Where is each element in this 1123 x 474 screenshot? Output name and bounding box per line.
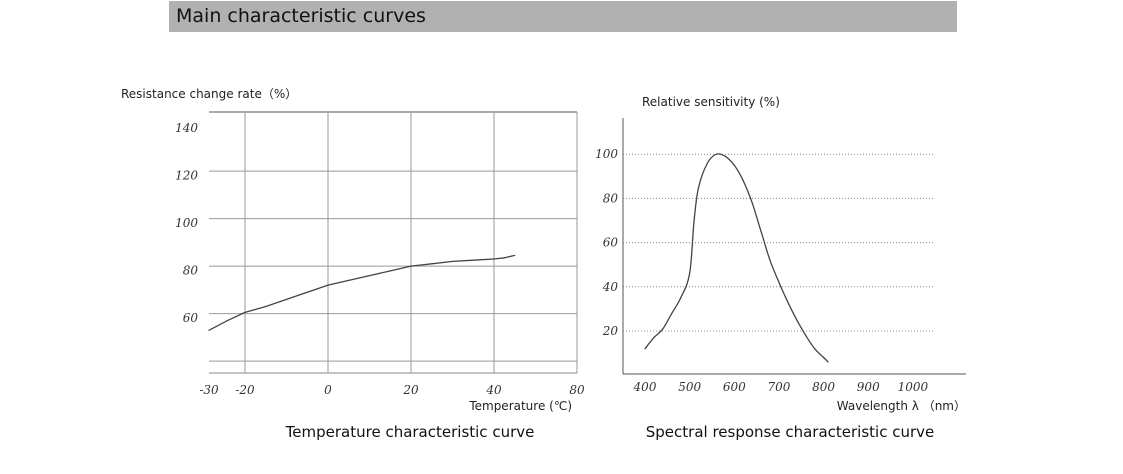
temperature-chart-x-tick-label: 40 bbox=[485, 383, 502, 397]
spectral-curve-point bbox=[724, 155, 726, 158]
temperature-chart-ylabel: Resistance change rate（%） bbox=[121, 87, 297, 101]
temperature-chart-x-tick-label: 80 bbox=[569, 383, 585, 397]
spectral-curve-point bbox=[662, 328, 664, 330]
temperature-curve-point bbox=[368, 275, 371, 277]
temperature-curve-point bbox=[503, 257, 505, 259]
temperature-chart-y-tick-label: 120 bbox=[175, 169, 198, 183]
temperature-curve-point bbox=[514, 254, 516, 257]
temperature-chart-y-tick-label: 60 bbox=[183, 311, 199, 325]
spectral-curve-point bbox=[769, 259, 771, 261]
spectral-chart-ylabel: Relative sensitivity (%) bbox=[642, 95, 780, 109]
temperature-curve-point bbox=[327, 284, 329, 286]
spectral-chart-x-tick-label: 1000 bbox=[898, 380, 929, 394]
temperature-curve-point bbox=[451, 260, 454, 262]
spectral-curve-point bbox=[689, 272, 691, 275]
temperature-chart-y-tick-label: 80 bbox=[183, 264, 199, 278]
temperature-chart-x-tick-label: 20 bbox=[402, 383, 419, 397]
spectral-chart-x-tick-label: 500 bbox=[678, 380, 701, 394]
spectral-curve-point bbox=[751, 202, 753, 204]
spectral-curve-point bbox=[653, 337, 655, 339]
spectral-chart-x-tick-label: 700 bbox=[767, 380, 790, 394]
temperature-curve-point bbox=[493, 258, 495, 260]
spectral-curve-point bbox=[733, 164, 735, 166]
temperature-curve-line bbox=[208, 254, 515, 331]
temperature-curve-point bbox=[431, 263, 433, 265]
spectral-curve-point bbox=[827, 361, 829, 363]
temperature-chart-x-tick-label: 0 bbox=[324, 383, 332, 397]
temperature-curve-point bbox=[244, 311, 246, 314]
temperature-curve-point bbox=[208, 329, 210, 331]
spectral-chart-caption: Spectral response characteristic curve bbox=[646, 423, 935, 441]
temperature-chart-y-tick-label: 100 bbox=[175, 216, 198, 230]
temperature-curve-point bbox=[226, 320, 228, 322]
temperature-chart-xlabel: Temperature (℃) bbox=[468, 399, 572, 413]
temperature-chart-x-tick-label: -30 bbox=[199, 383, 219, 397]
temperature-chart-caption: Temperature characteristic curve bbox=[285, 423, 535, 441]
temperature-chart: Resistance change rate（%） Temperature (℃… bbox=[121, 87, 585, 441]
spectral-curve-point bbox=[644, 348, 646, 350]
spectral-curve-point bbox=[680, 297, 682, 299]
spectral-curve-point bbox=[814, 348, 816, 350]
header-bar: Main characteristic curves bbox=[169, 1, 957, 32]
spectral-curve-point bbox=[742, 180, 744, 182]
temperature-curve-point bbox=[389, 270, 391, 272]
spectral-chart-y-tick-label: 80 bbox=[603, 191, 619, 205]
spectral-chart-y-tick-label: 20 bbox=[602, 324, 619, 338]
spectral-chart-x-tick-label: 600 bbox=[723, 380, 746, 394]
spectral-curve-point bbox=[671, 312, 673, 314]
spectral-chart: Relative sensitivity (%) Wavelength λ （n… bbox=[595, 95, 966, 441]
temperature-curve-point bbox=[410, 265, 412, 267]
spectral-chart-y-tick-label: 40 bbox=[602, 280, 619, 294]
spectral-curve-point bbox=[760, 230, 762, 233]
spectral-curve-point bbox=[796, 319, 798, 321]
temperature-chart-y-tick-label: 140 bbox=[175, 121, 198, 135]
spectral-chart-x-tick-label: 400 bbox=[633, 380, 657, 394]
temperature-curve-point bbox=[472, 259, 474, 261]
spectral-curve-point bbox=[778, 281, 780, 283]
spectral-chart-y-tick-label: 60 bbox=[603, 236, 619, 250]
spectral-curve-point bbox=[805, 334, 807, 337]
spectral-curve-point bbox=[787, 301, 789, 303]
spectral-curve-point bbox=[693, 219, 695, 222]
temperature-curve-point bbox=[306, 291, 308, 293]
temperature-curve-point bbox=[348, 279, 350, 281]
spectral-curve-point bbox=[706, 162, 709, 164]
spectral-chart-xlabel: Wavelength λ （nm） bbox=[837, 399, 966, 413]
temperature-curve-point bbox=[285, 298, 288, 300]
spectral-chart-x-tick-label: 900 bbox=[857, 380, 880, 394]
spectral-curve-point bbox=[715, 153, 718, 155]
spectral-curve-point bbox=[697, 186, 700, 188]
temperature-curve-point bbox=[265, 305, 267, 308]
spectral-chart-x-tick-label: 800 bbox=[812, 380, 835, 394]
temperature-chart-x-tick-label: -20 bbox=[235, 383, 255, 397]
spectral-chart-y-tick-label: 100 bbox=[595, 147, 618, 161]
page-title: Main characteristic curves bbox=[176, 5, 426, 27]
spectral-curve-point bbox=[823, 356, 825, 359]
